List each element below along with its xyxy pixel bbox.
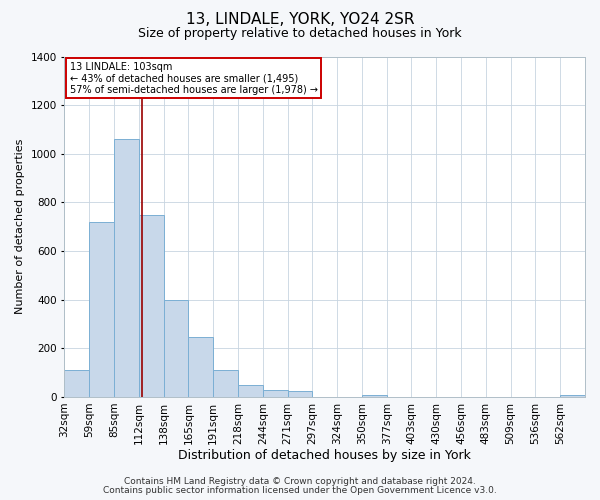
Bar xyxy=(362,394,386,397)
Text: Contains HM Land Registry data © Crown copyright and database right 2024.: Contains HM Land Registry data © Crown c… xyxy=(124,477,476,486)
Bar xyxy=(89,222,114,397)
Text: 13 LINDALE: 103sqm
← 43% of detached houses are smaller (1,495)
57% of semi-deta: 13 LINDALE: 103sqm ← 43% of detached hou… xyxy=(70,62,317,95)
Bar xyxy=(238,386,263,397)
Text: Size of property relative to detached houses in York: Size of property relative to detached ho… xyxy=(138,28,462,40)
Bar xyxy=(164,300,188,397)
Bar xyxy=(263,390,287,397)
Bar xyxy=(213,370,238,397)
Y-axis label: Number of detached properties: Number of detached properties xyxy=(15,139,25,314)
Bar xyxy=(188,338,213,397)
Bar xyxy=(114,139,139,397)
Text: 13, LINDALE, YORK, YO24 2SR: 13, LINDALE, YORK, YO24 2SR xyxy=(186,12,414,28)
Text: Contains public sector information licensed under the Open Government Licence v3: Contains public sector information licen… xyxy=(103,486,497,495)
X-axis label: Distribution of detached houses by size in York: Distribution of detached houses by size … xyxy=(178,450,471,462)
Bar xyxy=(64,370,89,397)
Bar xyxy=(139,214,164,397)
Bar xyxy=(287,391,313,397)
Bar xyxy=(560,395,585,397)
